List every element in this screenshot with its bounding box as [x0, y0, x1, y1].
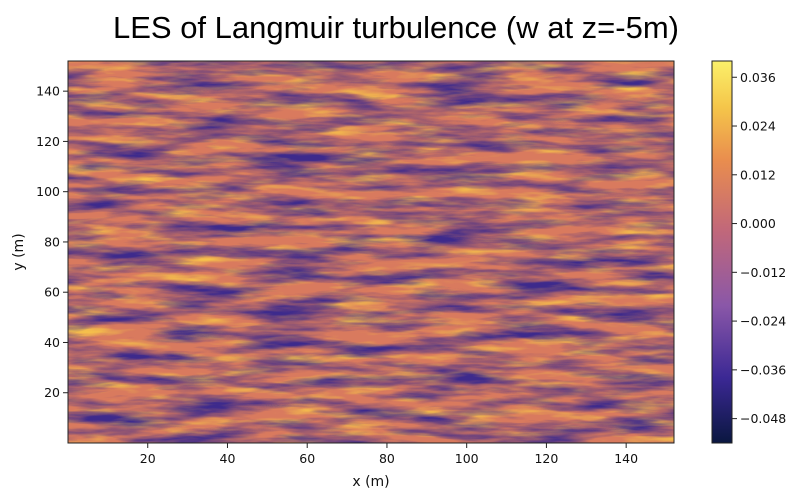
colorbar-frame	[711, 60, 733, 444]
y-axis-label: y (m)	[11, 233, 27, 270]
plot-frame	[67, 60, 675, 444]
y-tick-label: 120	[36, 134, 60, 149]
x-tick-label: 140	[614, 451, 638, 466]
y-tick-label: 20	[44, 385, 60, 400]
x-axis: 20 40 60 80 100 120 140	[140, 443, 638, 466]
colorbar-tick-label: 0.012	[740, 167, 776, 182]
x-axis-label: x (m)	[352, 474, 389, 490]
x-tick-label: 20	[140, 451, 156, 466]
heatmap-image	[68, 61, 674, 443]
y-tick-label: 40	[44, 335, 60, 350]
x-tick-label: 120	[534, 451, 558, 466]
colorbar-ticks: 0.036 0.024 0.012 0.000 −0.012 −0.024 −0.036 −0…	[732, 70, 786, 426]
colorbar-tick-label: 0.024	[740, 119, 776, 134]
y-tick-label: 60	[44, 285, 60, 300]
x-tick-label: 40	[220, 451, 236, 466]
x-tick-label: 60	[299, 451, 315, 466]
x-tick-label: 80	[379, 451, 395, 466]
y-tick-label: 80	[44, 234, 60, 249]
colorbar-tick-label: −0.012	[740, 265, 786, 280]
colorbar-tick-label: −0.024	[740, 314, 786, 329]
colorbar-tick-label: −0.036	[740, 362, 786, 377]
y-tick-label: 100	[36, 184, 60, 199]
colorbar: 0.036 0.024 0.012 0.000 −0.012 −0.024 −0.036 −0…	[711, 60, 786, 444]
x-tick-label: 100	[455, 451, 479, 466]
y-axis: 20 40 60 80 100 120 140	[36, 84, 68, 400]
y-tick-label: 140	[36, 84, 60, 99]
colorbar-gradient	[712, 61, 732, 443]
colorbar-tick-label: −0.048	[740, 411, 786, 426]
colorbar-tick-label: 0.000	[740, 216, 776, 231]
chart-title: LES of Langmuir turbulence (w at z=-5m)	[113, 10, 679, 45]
heatmap-field	[68, 61, 674, 443]
colorbar-tick-label: 0.036	[740, 70, 776, 85]
